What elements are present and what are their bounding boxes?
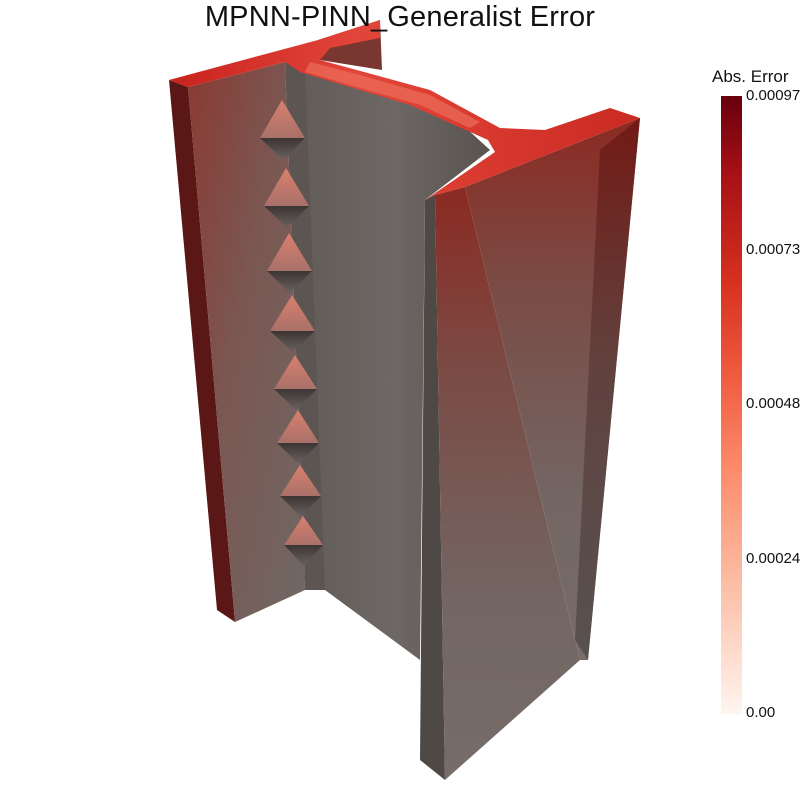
stiffener-bottom (280, 496, 321, 517)
top-surface (169, 20, 640, 200)
colorbar-tick-label: 0.00024 (746, 550, 800, 567)
stiffener-top (264, 168, 309, 206)
plot-title: MPNN-PINN_Generalist Error (204, 1, 596, 33)
stiffener-column (260, 100, 323, 566)
web-face (296, 70, 490, 660)
colorbar-tick-label: 0.00097 (746, 87, 800, 104)
beam-mesh (169, 20, 640, 780)
stiffener-bottom (260, 138, 305, 160)
colorbar-gradient (721, 96, 742, 714)
stiffener-bottom (277, 443, 319, 464)
stiffener-bottom (270, 331, 315, 352)
colorbar-tick-label: 0.00048 (746, 395, 800, 412)
stiffener-top (274, 355, 317, 389)
stiffener-top (277, 410, 319, 443)
right-flange-front-face (435, 187, 580, 780)
stiffener-top (284, 516, 323, 545)
right-flange-inner-face (420, 195, 445, 780)
color-legend (721, 96, 742, 714)
stiffener-bottom (284, 545, 323, 566)
colorbar-tick-label: 0.00073 (746, 241, 800, 258)
stiffener-top (260, 100, 305, 138)
right-flange-edge-face (575, 118, 640, 660)
stiffener-bottom (274, 389, 317, 410)
stiffener-top (267, 233, 312, 271)
top-surface-highlight (305, 62, 480, 128)
stiffener-bottom (267, 271, 312, 293)
stiffener-bottom (264, 206, 309, 228)
stiffener-top (270, 295, 315, 331)
left-flange-outer-face (169, 80, 235, 622)
colorbar-tick-label: 0.00 (746, 704, 776, 721)
colorbar-title: Abs. Error (712, 67, 789, 86)
stiffener-top (280, 465, 321, 496)
